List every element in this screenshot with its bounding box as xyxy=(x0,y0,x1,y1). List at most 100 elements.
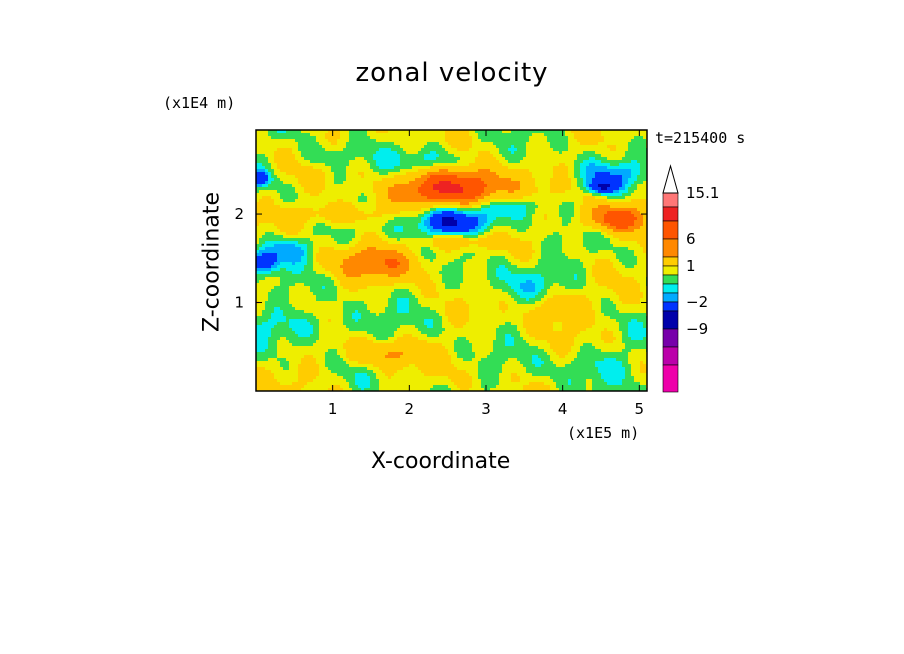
field-cell xyxy=(364,187,368,191)
field-cell xyxy=(370,133,374,137)
field-cell xyxy=(463,196,467,200)
field-cell xyxy=(415,202,419,206)
field-cell xyxy=(283,214,287,218)
field-cell xyxy=(643,217,647,221)
field-cell xyxy=(511,187,515,191)
field-cell xyxy=(283,229,287,233)
field-cell xyxy=(343,193,347,197)
field-cell xyxy=(358,217,362,221)
field-cell xyxy=(400,226,404,230)
field-cell xyxy=(466,151,470,155)
field-cell xyxy=(304,229,308,233)
field-cell xyxy=(322,238,326,242)
field-cell xyxy=(445,226,449,230)
field-cell xyxy=(598,196,602,200)
field-cell xyxy=(613,181,617,185)
field-cell xyxy=(607,238,611,242)
field-cell xyxy=(565,145,569,149)
field-cell xyxy=(583,223,587,227)
field-cell xyxy=(349,175,353,179)
field-cell xyxy=(367,214,371,218)
field-cell xyxy=(583,130,587,134)
field-cell xyxy=(424,175,428,179)
field-cell xyxy=(367,202,371,206)
field-cell xyxy=(295,163,299,167)
field-cell xyxy=(283,166,287,170)
field-cell xyxy=(352,157,356,161)
field-cell xyxy=(397,241,401,245)
field-cell xyxy=(424,217,428,221)
field-cell xyxy=(472,181,476,185)
field-cell xyxy=(556,217,560,221)
field-cell xyxy=(409,187,413,191)
field-cell xyxy=(415,199,419,203)
field-cell xyxy=(265,196,269,200)
field-cell xyxy=(448,172,452,176)
field-cell xyxy=(508,211,512,215)
field-cell xyxy=(535,160,539,164)
field-cell xyxy=(562,136,566,140)
field-cell xyxy=(592,229,596,233)
field-cell xyxy=(409,157,413,161)
field-cell xyxy=(256,157,260,161)
field-cell xyxy=(616,238,620,242)
field-cell xyxy=(634,175,638,179)
field-cell xyxy=(631,205,635,209)
field-cell xyxy=(526,154,530,158)
field-cell xyxy=(307,133,311,137)
field-cell xyxy=(343,145,347,149)
field-cell xyxy=(331,202,335,206)
field-cell xyxy=(574,139,578,143)
field-cell xyxy=(550,205,554,209)
field-cell xyxy=(448,184,452,188)
field-cell xyxy=(436,241,440,245)
field-cell xyxy=(406,181,410,185)
field-cell xyxy=(352,226,356,230)
field-cell xyxy=(277,235,281,239)
field-cell xyxy=(283,154,287,158)
field-cell xyxy=(451,142,455,146)
x-axis-unit: (x1E5 m) xyxy=(567,424,640,442)
field-cell xyxy=(535,169,539,173)
field-cell xyxy=(436,172,440,176)
field-cell xyxy=(430,187,434,191)
field-cell xyxy=(409,181,413,185)
field-cell xyxy=(532,166,536,170)
field-cell xyxy=(286,214,290,218)
field-cell xyxy=(280,181,284,185)
field-cell xyxy=(502,223,506,227)
field-cell xyxy=(637,151,641,155)
field-cell xyxy=(586,238,590,242)
field-cell xyxy=(274,208,278,212)
field-cell xyxy=(298,202,302,206)
field-cell xyxy=(643,229,647,233)
field-cell xyxy=(349,187,353,191)
field-cell xyxy=(292,229,296,233)
field-cell xyxy=(301,184,305,188)
field-cell xyxy=(589,142,593,146)
field-cell xyxy=(301,178,305,182)
field-cell xyxy=(562,154,566,158)
field-cell xyxy=(622,235,626,239)
field-cell xyxy=(286,223,290,227)
field-cell xyxy=(499,172,503,176)
field-cell xyxy=(448,241,452,245)
field-cell xyxy=(268,136,272,140)
field-cell xyxy=(310,130,314,134)
field-cell xyxy=(634,139,638,143)
field-cell xyxy=(520,229,524,233)
field-cell xyxy=(604,166,608,170)
field-cell xyxy=(637,229,641,233)
field-cell xyxy=(337,172,341,176)
field-cell xyxy=(403,148,407,152)
field-cell xyxy=(475,208,479,212)
field-cell xyxy=(340,160,344,164)
field-cell xyxy=(349,199,353,203)
field-cell xyxy=(622,154,626,158)
field-cell xyxy=(349,148,353,152)
field-cell xyxy=(349,208,353,212)
field-cell xyxy=(487,163,491,167)
field-cell xyxy=(331,223,335,227)
field-cell xyxy=(592,211,596,215)
field-cell xyxy=(403,202,407,206)
